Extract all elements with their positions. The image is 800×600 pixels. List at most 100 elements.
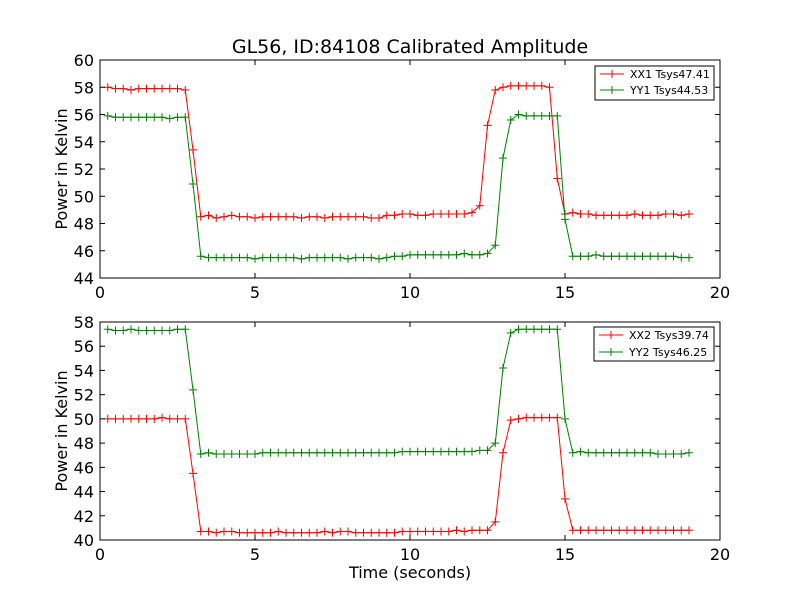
bottom-series-0-point <box>406 527 414 536</box>
bottom-series-1-point <box>351 448 360 457</box>
bottom-series-0-point <box>437 527 445 536</box>
top-series-0-point <box>491 85 500 94</box>
top-series-0-point <box>359 212 368 221</box>
bottom-series-1-point <box>592 448 600 457</box>
top-series-1-point <box>305 253 314 262</box>
top-series-1-point <box>685 253 693 262</box>
top-series-1-point <box>204 253 213 262</box>
bottom-series-0-point <box>615 526 624 535</box>
top-series-1-point <box>235 253 244 262</box>
top-series-1-point <box>367 253 376 262</box>
top-series-0-point <box>607 211 616 220</box>
top-series-1-point <box>630 252 639 261</box>
top-series-1-point <box>382 253 391 262</box>
bottom-series-0-point <box>514 414 523 423</box>
bottom-series-0-point <box>235 528 244 537</box>
top-series-1-point <box>313 253 321 262</box>
top-series-0-point <box>189 145 197 154</box>
top-series-0-markers <box>103 81 693 223</box>
bottom-series-1-point <box>607 448 616 457</box>
bottom-series-1-point <box>127 325 135 334</box>
top-series-0-point <box>669 209 678 218</box>
top-series-0-point <box>227 211 236 220</box>
top-series-0-point <box>289 212 298 221</box>
top-series-1-point <box>227 253 236 262</box>
bottom-series-1-point <box>158 326 166 335</box>
top-series-0-point <box>568 208 577 217</box>
top-series-1-point <box>661 252 670 261</box>
top-series-1-point <box>568 252 577 261</box>
bottom-series-0-point <box>444 527 453 536</box>
bottom-series-0-point <box>266 528 275 537</box>
top-series-0-point <box>382 211 391 220</box>
top-series-1-point <box>468 250 476 259</box>
top-series-1-point <box>444 250 453 259</box>
bottom-y-tick-label: 56 <box>74 337 94 356</box>
top-series-1-point <box>359 253 368 262</box>
top-series-1-point <box>274 253 283 262</box>
top-series-0-point <box>220 212 228 221</box>
top-series-0-point <box>460 209 469 218</box>
top-series-1-point <box>413 250 422 259</box>
bottom-series-0-point <box>204 527 213 536</box>
bottom-series-0-point <box>274 527 283 536</box>
top-series-1-point <box>460 249 469 258</box>
top-series-0-point <box>429 209 438 218</box>
bottom-y-tick-label: 48 <box>74 434 94 453</box>
bottom-series-1-point <box>227 450 236 459</box>
top-series-0-point <box>576 209 585 218</box>
bottom-series-0-point <box>607 526 616 535</box>
bottom-x-tick-label: 20 <box>710 545 730 564</box>
bottom-chart-panel: 0 5 10 15 20 40 42 44 46 48 50 52 54 56 58 Power in Ke… <box>52 313 730 582</box>
top-series-1-point <box>297 254 306 263</box>
top-y-tick-label: 54 <box>74 133 94 152</box>
bottom-series-1-point <box>243 450 252 459</box>
bottom-series-0-point <box>630 526 639 535</box>
top-series-0-point <box>545 83 554 92</box>
bottom-series-1-point <box>305 448 314 457</box>
top-series-1-point <box>406 250 414 259</box>
bottom-series-1-point <box>491 439 500 448</box>
top-series-1-point <box>189 179 197 188</box>
bottom-series-1-point <box>413 447 422 456</box>
bottom-series-0-point <box>661 526 670 535</box>
top-series-0-point <box>413 211 422 220</box>
bottom-chart-legend: XX2 Tsys39.74 YY2 Tsys46.25 <box>593 326 715 362</box>
bottom-y-tick-label: 46 <box>74 458 94 477</box>
bottom-series-0-point <box>592 526 600 535</box>
bottom-series-1-point <box>382 448 391 457</box>
top-series-0-point <box>297 214 306 223</box>
top-series-0-point <box>320 214 329 223</box>
top-series-0-point <box>142 84 151 93</box>
bottom-x-tick-label: 15 <box>555 545 575 564</box>
top-series-0-point <box>421 211 430 220</box>
bottom-series-1-point <box>514 325 523 334</box>
bottom-series-1-point <box>367 448 376 457</box>
top-series-1-point <box>514 110 523 119</box>
bottom-x-tick-label: 0 <box>95 545 105 564</box>
top-series-1-markers <box>103 110 693 263</box>
top-series-1-point <box>437 250 445 259</box>
top-series-0-point <box>243 212 252 221</box>
bottom-series-1-point <box>150 326 159 335</box>
bottom-series-0-point <box>111 414 120 423</box>
bottom-series-0-point <box>189 469 197 478</box>
top-series-0-point <box>530 81 538 90</box>
top-series-1-point <box>165 114 174 123</box>
top-series-1-point <box>336 253 345 262</box>
bottom-series-1-point <box>654 450 662 459</box>
bottom-legend-frame <box>593 326 715 362</box>
top-series-0-point <box>390 211 399 220</box>
bottom-series-0-point <box>452 526 461 535</box>
top-series-1-point <box>599 252 608 261</box>
top-series-0-point <box>437 209 445 218</box>
top-series-0-point <box>646 211 655 220</box>
bottom-series-1-point <box>561 414 569 423</box>
bottom-series-1-point <box>165 326 174 335</box>
top-chart-ticks: 0 5 10 15 20 44 46 48 50 52 54 56 58 60 <box>74 51 731 302</box>
bottom-series-0-point <box>475 526 484 535</box>
top-series-1-point <box>150 113 159 122</box>
bottom-y-tick-label: 58 <box>74 313 94 332</box>
top-series-0-point <box>444 209 453 218</box>
